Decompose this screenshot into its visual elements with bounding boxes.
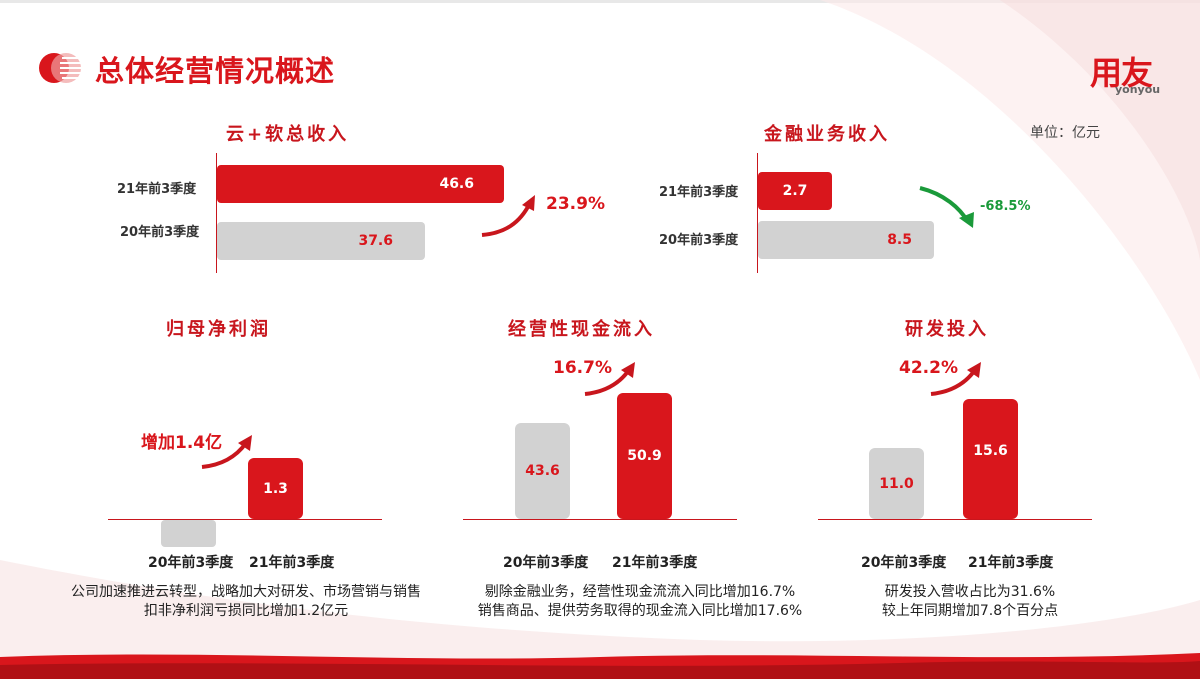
cloud-revenue-title: 云+软总收入	[226, 124, 350, 145]
rd-title: 研发投入	[905, 319, 989, 340]
net-profit-title: 归母净利润	[166, 319, 271, 340]
rd-x-label: 20年前3季度	[861, 555, 947, 571]
finance-revenue-axis	[757, 153, 758, 273]
brand-logo-sub: yonyou	[1115, 83, 1161, 96]
cash-flow-note-line: 销售商品、提供劳务取得的现金流入同比增加17.6%	[477, 603, 803, 619]
rd-bar-2021: 15.6	[963, 399, 1018, 519]
cloud-revenue-bar-2020: 37.6	[217, 222, 425, 260]
cloud-revenue-bar-2021: 46.6	[217, 165, 504, 203]
unit-label: 单位：亿元	[1030, 125, 1100, 141]
cash-flow-bar-2021: 50.9	[617, 393, 672, 519]
cash-flow-note-line: 剔除金融业务，经营性现金流流入同比增加16.7%	[484, 584, 796, 600]
growth-arrow-icon	[201, 435, 252, 469]
finance-revenue-title: 金融业务收入	[764, 124, 890, 145]
net-profit-bar-2021: 1.3	[248, 458, 303, 519]
net-profit-growth: 增加1.4亿	[141, 433, 223, 453]
cash-flow-title: 经营性现金流入	[508, 319, 655, 340]
cash-flow-growth: 16.7%	[553, 358, 612, 378]
growth-arrow-icon	[930, 362, 981, 396]
net-profit-note-line: 扣非净利润亏损同比增加1.2亿元	[143, 603, 349, 619]
rd-note-line: 较上年同期增加7.8个百分点	[881, 603, 1059, 619]
net-profit-note-line: 公司加速推进云转型，战略加大对研发、市场营销与销售	[71, 584, 421, 600]
bottom-decoration	[0, 653, 1200, 679]
finance-revenue-growth: -68.5%	[980, 199, 1031, 214]
finance-revenue-bar-2021: 2.7	[758, 172, 832, 210]
cash-flow-x-label: 20年前3季度	[503, 555, 589, 571]
rd-axis	[818, 519, 1092, 520]
rd-x-label: 21年前3季度	[968, 555, 1054, 571]
rd-growth: 42.2%	[899, 358, 958, 378]
net-profit-x-label: 21年前3季度	[249, 555, 335, 571]
cloud-revenue-growth: 23.9%	[546, 194, 605, 214]
rd-note: 研发投入营收占比为31.6% 较上年同期增加7.8个百分点	[860, 583, 1080, 621]
net-profit-x-label: 20年前3季度	[148, 555, 234, 571]
rd-note-line: 研发投入营收占比为31.6%	[884, 584, 1056, 600]
finance-revenue-row-label: 20年前3季度	[659, 233, 739, 248]
cash-flow-x-label: 21年前3季度	[612, 555, 698, 571]
cloud-revenue-row-label: 21年前3季度	[117, 182, 197, 197]
rd-bar-2020: 11.0	[869, 448, 924, 519]
cash-flow-axis	[463, 519, 737, 520]
page-title: 总体经营情况概述	[95, 54, 336, 88]
section-logo-icon	[39, 53, 84, 83]
finance-revenue-bar-2020: 8.5	[758, 221, 934, 259]
growth-arrow-icon	[481, 195, 535, 237]
decline-arrow-icon	[919, 186, 974, 228]
cash-flow-bar-2020: 43.6	[515, 423, 570, 519]
top-divider	[0, 0, 1200, 3]
finance-revenue-row-label: 21年前3季度	[659, 185, 739, 200]
brand-logo: 用友	[1090, 54, 1153, 92]
cash-flow-note: 剔除金融业务，经营性现金流流入同比增加16.7% 销售商品、提供劳务取得的现金流…	[463, 583, 817, 621]
cloud-revenue-axis	[216, 153, 217, 273]
net-profit-axis	[108, 519, 382, 520]
net-profit-bar-2020	[161, 520, 216, 547]
cloud-revenue-row-label: 20年前3季度	[120, 225, 200, 240]
net-profit-note: 公司加速推进云转型，战略加大对研发、市场营销与销售 扣非净利润亏损同比增加1.2…	[58, 583, 434, 621]
growth-arrow-icon	[584, 362, 635, 396]
